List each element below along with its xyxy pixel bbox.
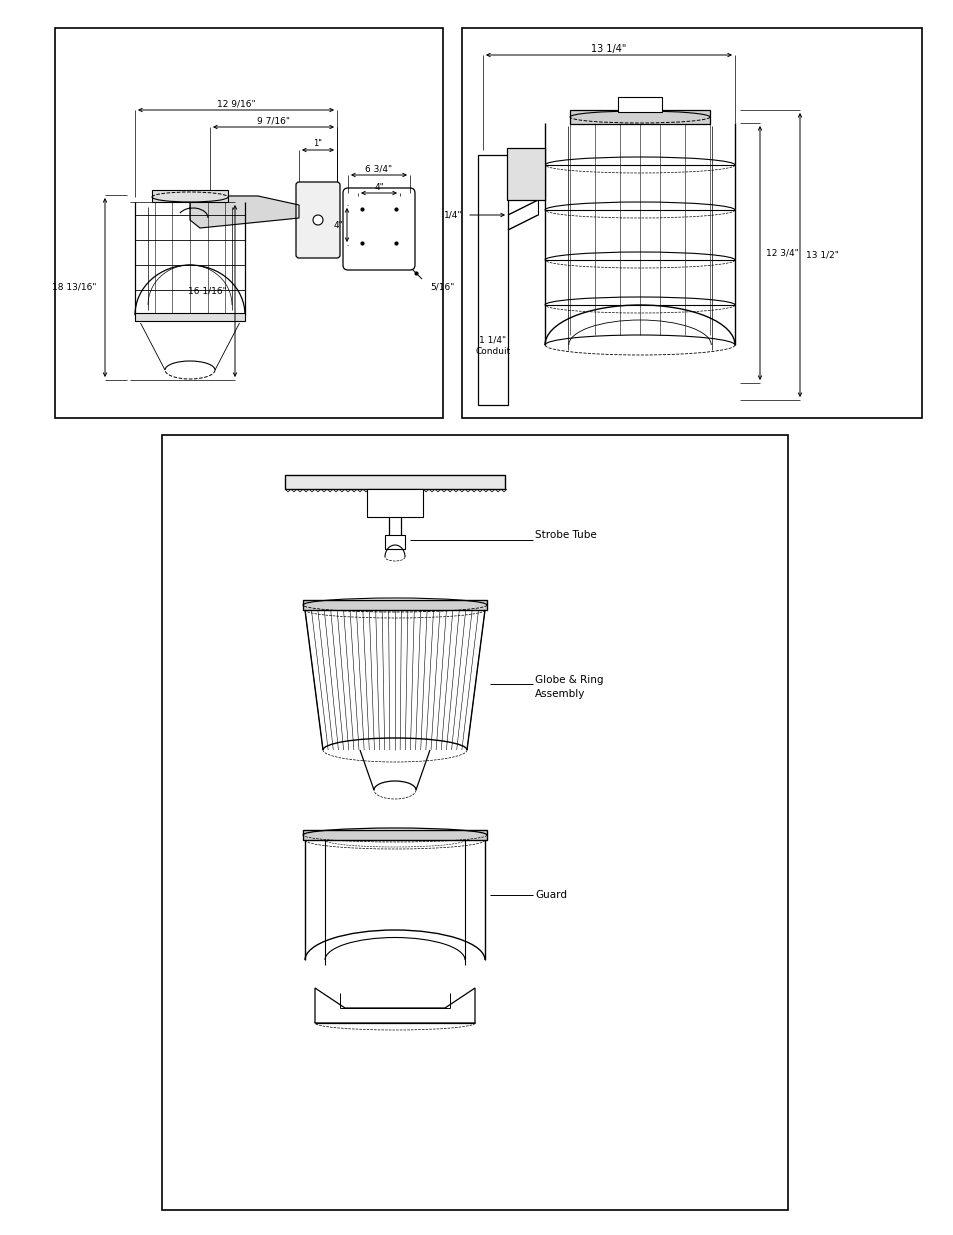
Bar (367, 489, 422, 517)
Bar (162, 435, 787, 1210)
Text: 4": 4" (333, 221, 343, 230)
Text: Strobe Tube: Strobe Tube (535, 530, 597, 540)
FancyBboxPatch shape (295, 182, 339, 258)
Polygon shape (314, 988, 475, 1023)
Text: 18 13/16": 18 13/16" (52, 283, 97, 291)
FancyBboxPatch shape (343, 188, 415, 270)
Text: Conduit: Conduit (475, 347, 510, 357)
Bar (477, 156, 507, 405)
Bar (135, 312, 245, 321)
Text: 13 1/2": 13 1/2" (805, 251, 838, 259)
Text: 1/4": 1/4" (443, 210, 461, 220)
Text: 6 3/4": 6 3/4" (365, 164, 392, 173)
Text: Globe & Ring: Globe & Ring (535, 676, 603, 685)
Text: 9 7/16": 9 7/16" (256, 116, 290, 126)
Bar (285, 475, 504, 489)
Bar (506, 148, 544, 200)
Circle shape (313, 215, 323, 225)
Bar (618, 98, 661, 112)
Text: 16 1/16": 16 1/16" (188, 287, 227, 295)
Bar (303, 830, 486, 840)
Text: 12 3/4": 12 3/4" (765, 248, 798, 258)
Bar (152, 190, 228, 203)
Polygon shape (190, 196, 298, 228)
Text: 13 1/4": 13 1/4" (591, 44, 626, 54)
Bar (303, 600, 486, 610)
Bar (569, 110, 709, 124)
Bar (55, 28, 442, 417)
Bar (385, 535, 405, 550)
Text: Assembly: Assembly (535, 689, 585, 699)
Bar (461, 28, 921, 417)
Text: 5/16": 5/16" (430, 283, 454, 291)
Text: Guard: Guard (535, 890, 566, 900)
Text: 4": 4" (374, 183, 383, 191)
Text: 1": 1" (314, 140, 322, 148)
Text: 12 9/16": 12 9/16" (216, 100, 255, 109)
Text: 1 1/4": 1 1/4" (479, 336, 506, 345)
